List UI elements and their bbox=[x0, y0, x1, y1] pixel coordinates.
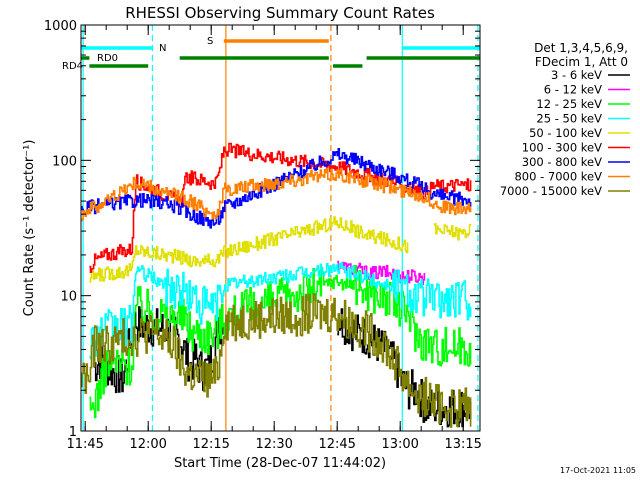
status-bar-label: N bbox=[159, 43, 166, 54]
legend-entry-label: 50 - 100 keV bbox=[529, 126, 602, 140]
x-tick-label: 12:15 bbox=[192, 437, 229, 452]
legend-entry-label: 3 - 6 keV bbox=[551, 68, 602, 82]
y-axis: 1 10 100 1000 bbox=[44, 19, 480, 440]
y-tick-label: 1000 bbox=[44, 19, 77, 34]
status-bar-label: RD4 bbox=[62, 61, 83, 72]
series-line bbox=[89, 265, 472, 419]
series-line bbox=[89, 216, 409, 283]
plot-area: N S RD0 RD4 bbox=[62, 25, 480, 431]
y-tick-label: 1 bbox=[69, 425, 77, 440]
legend-entry-label: 6 - 12 keV bbox=[544, 83, 602, 97]
status-bar-label: S bbox=[207, 36, 213, 47]
legend: Det 1,3,4,5,6,9,FDecim 1, Att 03 - 6 keV… bbox=[500, 41, 630, 198]
x-tick-label: 12:45 bbox=[318, 437, 355, 452]
series-line bbox=[81, 148, 472, 229]
y-tick-label: 100 bbox=[52, 154, 77, 169]
x-tick-label: 13:00 bbox=[381, 437, 418, 452]
legend-header: FDecim 1, Att 0 bbox=[535, 55, 628, 69]
footer-date: 17-Oct-2021 11:05 bbox=[560, 466, 636, 475]
legend-entry-label: 7000 - 15000 keV bbox=[500, 184, 602, 198]
legend-entry-label: 300 - 800 keV bbox=[522, 155, 602, 169]
x-tick-label: 13:15 bbox=[444, 437, 481, 452]
chart-title: RHESSI Observing Summary Count Rates bbox=[125, 4, 435, 22]
legend-entry-label: 12 - 25 keV bbox=[536, 97, 602, 111]
x-axis-label: Start Time (28-Dec-07 11:44:02) bbox=[174, 456, 386, 471]
legend-header: Det 1,3,4,5,6,9, bbox=[534, 41, 628, 55]
series-line bbox=[81, 167, 472, 222]
series-line bbox=[93, 306, 224, 394]
series-line bbox=[89, 262, 472, 360]
series-line bbox=[81, 293, 472, 428]
y-tick-label: 10 bbox=[60, 290, 77, 305]
x-axis: 11:45 12:00 12:15 12:30 12:45 13:00 13:15 bbox=[66, 25, 482, 452]
legend-entry-label: 25 - 50 keV bbox=[536, 112, 602, 126]
legend-entry-label: 800 - 7000 keV bbox=[514, 170, 602, 184]
x-tick-label: 11:45 bbox=[66, 437, 103, 452]
x-tick-label: 12:30 bbox=[255, 437, 292, 452]
status-bar-label: RD0 bbox=[97, 53, 118, 64]
legend-entry-label: 100 - 300 keV bbox=[522, 141, 602, 155]
plot-frame bbox=[80, 24, 481, 432]
y-axis-label: Count Rate (s⁻¹ detector⁻¹) bbox=[22, 140, 37, 317]
series-line bbox=[433, 223, 472, 241]
x-tick-label: 12:00 bbox=[129, 437, 166, 452]
